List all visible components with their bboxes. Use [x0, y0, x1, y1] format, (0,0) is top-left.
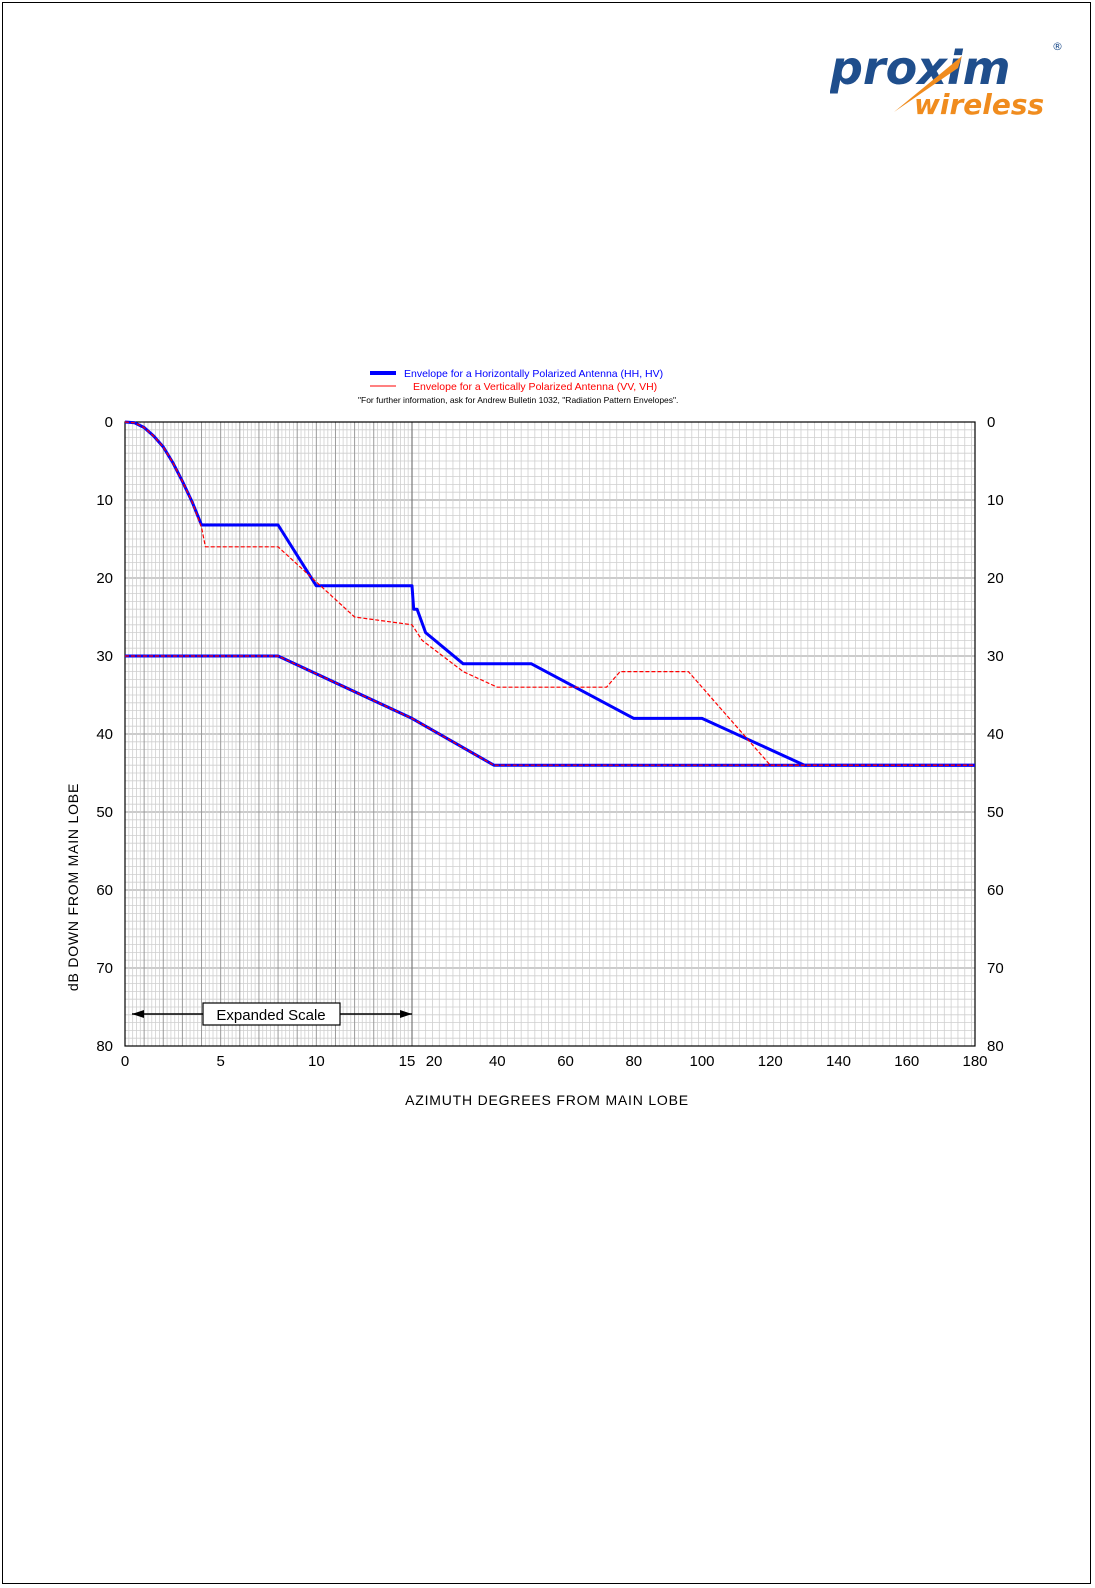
y-tick-labels-right: 0 10 20 30 40 50 60 70 80: [987, 414, 1004, 1055]
y-tick-label-left: 60: [96, 882, 113, 899]
x-tick-label: 120: [758, 1053, 783, 1070]
legend: Envelope for a Horizontally Polarized An…: [358, 368, 678, 405]
series-line-vv: [124, 421, 975, 766]
svg-text:®: ®: [1052, 40, 1063, 53]
y-tick-label-right: 20: [987, 570, 1004, 587]
y-tick-label-right: 60: [987, 882, 1004, 899]
x-tick-label: 40: [489, 1053, 506, 1070]
x-tick-label: 0: [121, 1053, 129, 1070]
x-tick-label: 160: [894, 1053, 919, 1070]
y-tick-label-right: 0: [987, 414, 995, 431]
y-tick-label-left: 0: [105, 414, 113, 431]
arrow-left-head: [132, 1010, 144, 1018]
proxim-wireless-logo: proxim ® wireless: [830, 40, 1063, 121]
y-tick-label-left: 50: [96, 804, 113, 821]
svg-text:proxim: proxim: [830, 41, 1011, 95]
x-tick-labels: 0 5 10 15 20 40 60 80 100 120 140 160 180: [121, 1053, 988, 1070]
y-tick-label-right: 70: [987, 960, 1004, 977]
y-tick-label-left: 10: [96, 492, 113, 509]
expanded-scale-label: Expanded Scale: [216, 1007, 325, 1024]
plot-border: [124, 421, 976, 1047]
y-tick-label-left: 20: [96, 570, 113, 587]
y-tick-label-left: 80: [96, 1038, 113, 1055]
grid: [124, 421, 976, 1047]
legend-vertical-label: Envelope for a Vertically Polarized Ante…: [413, 381, 657, 393]
arrow-right-head: [400, 1010, 412, 1018]
x-tick-label: 60: [557, 1053, 574, 1070]
x-tick-label: 10: [308, 1053, 325, 1070]
x-tick-label: 140: [826, 1053, 851, 1070]
x-tick-label: 180: [962, 1053, 987, 1070]
y-tick-label-right: 50: [987, 804, 1004, 821]
y-tick-label-left: 30: [96, 648, 113, 665]
y-tick-label-left: 70: [96, 960, 113, 977]
series-line-vh: [125, 655, 975, 766]
x-tick-label: 5: [216, 1053, 224, 1070]
legend-horizontal-label: Envelope for a Horizontally Polarized An…: [404, 368, 663, 380]
y-tick-label-right: 10: [987, 492, 1004, 509]
x-axis-title: AZIMUTH DEGREES FROM MAIN LOBE: [405, 1092, 689, 1108]
y-axis-title: dB DOWN FROM MAIN LOBE: [65, 783, 81, 991]
bulletin-note: "For further information, ask for Andrew…: [358, 395, 678, 405]
y-tick-label-left: 40: [96, 726, 113, 743]
expanded-scale-box: [202, 1002, 341, 1026]
x-tick-label: 15: [399, 1053, 416, 1070]
expanded-scale-marker: Expanded Scale: [132, 1002, 412, 1026]
x-tick-label: 80: [625, 1053, 642, 1070]
x-tick-label: 100: [690, 1053, 715, 1070]
y-tick-label-right: 30: [987, 648, 1004, 665]
y-tick-label-right: 40: [987, 726, 1004, 743]
x-tick-label: 20: [426, 1053, 443, 1070]
radiation-pattern-chart: Envelope for a Horizontally Polarized An…: [65, 368, 1004, 1108]
series-lines: [124, 420, 975, 767]
y-tick-labels-left: 0 10 20 30 40 50 60 70 80: [96, 414, 113, 1055]
svg-text:wireless: wireless: [914, 88, 1044, 121]
y-tick-label-right: 80: [987, 1038, 1004, 1055]
